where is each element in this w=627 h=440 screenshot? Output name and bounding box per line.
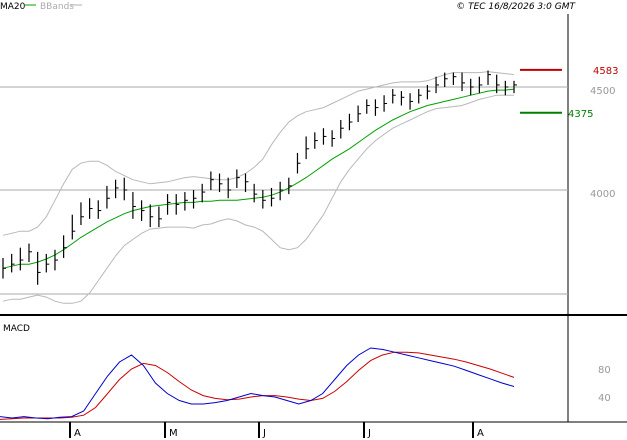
x-tick-label: J [262, 428, 266, 439]
bbands-lower-line [2, 94, 514, 304]
price-bar [513, 80, 517, 94]
macd-y-tick-label: 80 [598, 365, 611, 376]
price-bar [418, 89, 422, 104]
price-bar [106, 185, 110, 209]
price-bar [331, 130, 336, 147]
x-tick-label: A [74, 428, 81, 439]
price-bar [461, 72, 466, 92]
price-bar [97, 200, 102, 219]
price-bar [210, 171, 214, 190]
price-bar [322, 128, 327, 145]
price-bar [357, 105, 362, 123]
price-bar [192, 190, 197, 209]
price-bar [37, 251, 41, 285]
macd-signal-line [0, 351, 515, 420]
price-bar [80, 202, 84, 226]
price-bar [166, 194, 171, 215]
price-bar [478, 76, 483, 94]
level-label: 4375 [568, 109, 593, 120]
price-bar [496, 74, 500, 94]
price-bar [63, 235, 67, 258]
price-bar [270, 187, 275, 207]
price-bar [227, 177, 232, 199]
price-bar [184, 192, 188, 211]
price-bar [279, 181, 284, 201]
macd-y-tick-label: 40 [598, 393, 611, 404]
price-y-tick-label: 4000 [590, 189, 615, 200]
macd-line [0, 347, 515, 420]
price-bar [2, 257, 6, 279]
price-bar [175, 194, 180, 215]
price-panel: 4000 4500 4583 4375 [0, 14, 627, 422]
price-bar [296, 152, 301, 174]
price-bar [314, 132, 318, 149]
price-bar [123, 177, 128, 201]
price-bar [409, 93, 414, 110]
x-tick-label: A [477, 428, 484, 439]
price-bar [504, 80, 509, 96]
price-bar [470, 78, 474, 96]
price-bar [392, 89, 396, 104]
macd-panel-label: MACD [3, 324, 30, 334]
price-bar [236, 169, 240, 188]
price-bar [426, 84, 431, 100]
price-bar [71, 214, 76, 240]
price-bar [132, 192, 136, 219]
legend: MA20 BBands [0, 2, 82, 12]
x-tick-label: M [169, 428, 178, 439]
price-bar [11, 253, 15, 273]
price-bar [19, 247, 24, 271]
price-y-tick-label: 4500 [590, 86, 615, 97]
price-bar [383, 95, 388, 112]
copyright-text: © TEC 16/8/2026 3:0 GMT [456, 2, 576, 12]
price-bar [305, 136, 310, 160]
price-bar [262, 190, 266, 209]
price-bar [45, 253, 50, 273]
price-bar [54, 249, 58, 271]
macd-panel: 40 80 [0, 347, 611, 420]
price-bar [435, 76, 440, 94]
price-bar [452, 72, 457, 85]
price-bar [487, 70, 492, 85]
price-bar [400, 91, 405, 106]
price-bar [374, 99, 379, 116]
ma20-line [2, 88, 515, 269]
price-bar [288, 177, 292, 195]
legend-ma20-label: MA20 [0, 2, 26, 12]
price-bar [244, 173, 249, 193]
price-bar [158, 206, 162, 228]
price-bar [201, 183, 206, 203]
price-bar [340, 119, 344, 139]
level-label: 4583 [593, 66, 618, 77]
price-bar [89, 198, 93, 219]
price-bar [348, 113, 353, 131]
price-bar [253, 183, 258, 203]
price-bar [114, 179, 119, 199]
price-bar [140, 200, 145, 221]
price-bar [218, 173, 223, 193]
bbands-upper-line [2, 71, 515, 236]
price-bar [28, 243, 32, 263]
price-bar [149, 204, 154, 228]
x-tick-label: J [367, 428, 371, 439]
price-bar [444, 72, 448, 87]
legend-bbands-label: BBands [40, 2, 74, 12]
price-bar [366, 99, 370, 114]
